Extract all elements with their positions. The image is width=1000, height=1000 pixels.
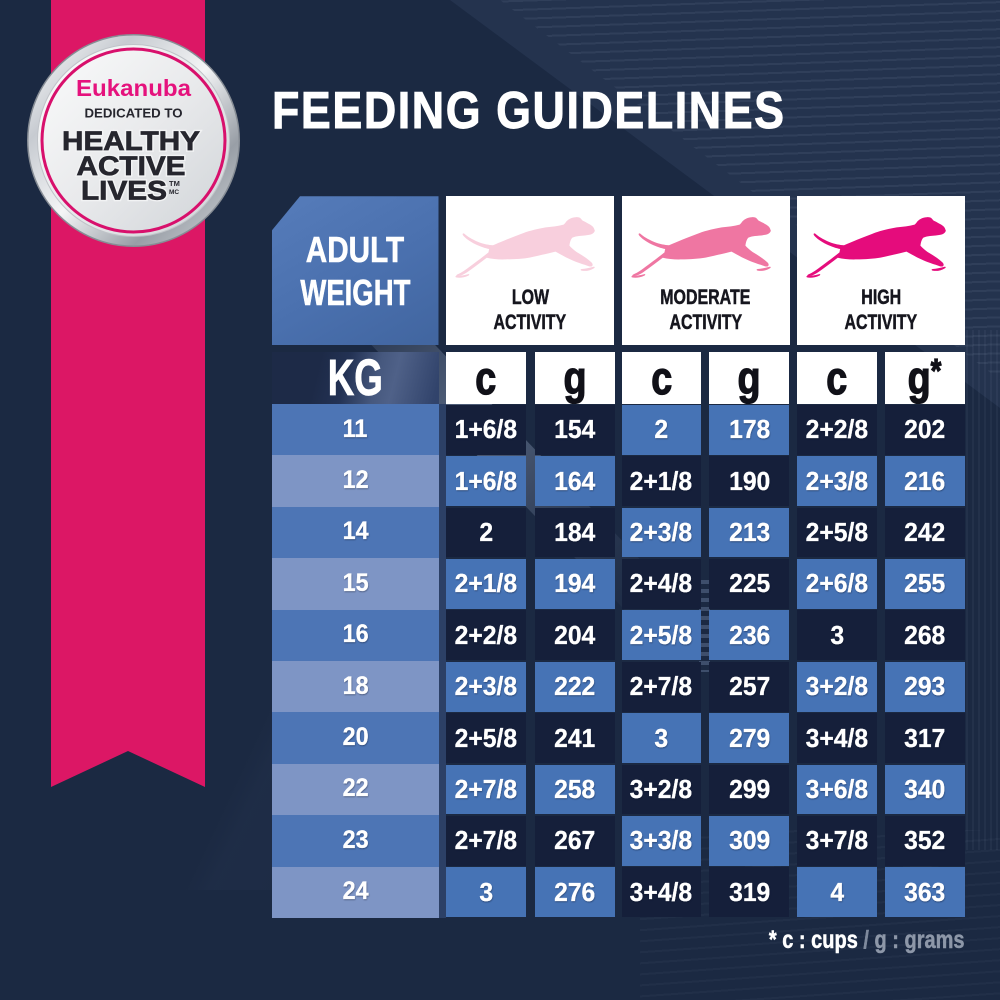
svg-text:Eukanuba: Eukanuba <box>76 75 192 101</box>
svg-text:TM: TM <box>169 179 180 188</box>
svg-text:ACTIVE: ACTIVE <box>77 150 186 181</box>
svg-text:ACTIVE: ACTIVE <box>77 150 186 181</box>
svg-text:HEALTHY: HEALTHY <box>62 125 200 156</box>
svg-text:MC: MC <box>169 189 179 196</box>
svg-text:LIVES: LIVES <box>81 174 167 205</box>
svg-text:HEALTHY: HEALTHY <box>62 125 200 156</box>
svg-text:DEDICATED TO: DEDICATED TO <box>85 106 183 121</box>
svg-text:LIVES: LIVES <box>81 174 167 205</box>
